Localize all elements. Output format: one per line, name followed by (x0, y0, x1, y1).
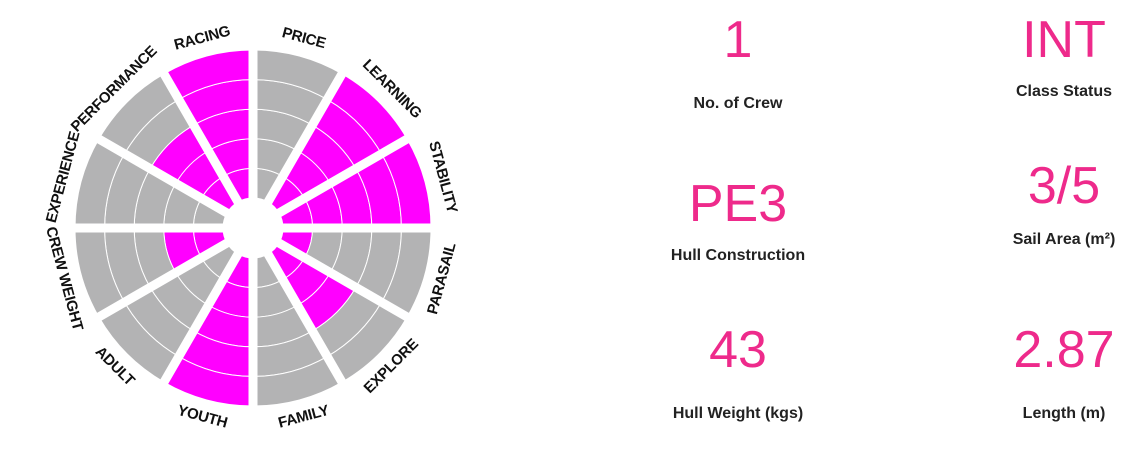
spec-crew-value: 1 (723, 11, 753, 69)
spec-crew: 1 No. of Crew (638, 12, 838, 114)
spec-hull-weight-value: 43 (709, 321, 767, 379)
category-label-racing: RACING (172, 23, 232, 54)
spec-class-status-label: Class Status (1015, 83, 1113, 100)
spec-class-status: INT Class Status (964, 12, 1142, 102)
category-label-price: PRICE (280, 24, 328, 52)
spec-sail-area-label: Sail Area (m²) (1012, 231, 1116, 248)
spec-class-status-value: INT (1022, 11, 1106, 69)
segment-divider (94, 134, 232, 218)
category-label-family: FAMILY (276, 402, 331, 432)
segment-divider (94, 238, 232, 322)
segment-divider (274, 134, 412, 218)
spec-length-label: Length (m) (1022, 405, 1106, 422)
spec-hull-weight-label: Hull Weight (kgs) (672, 405, 804, 422)
spec-length: 2.87 Length (m) (964, 322, 1142, 424)
segment-divider (263, 69, 347, 207)
segment-divider (159, 69, 243, 207)
spec-hull-construction-label: Hull Construction (670, 247, 806, 264)
spec-crew-label: No. of Crew (693, 95, 783, 112)
radial-rating-chart: PRICELEARNINGSTABILITYPARASAILEXPLOREFAM… (42, 23, 461, 432)
category-label-youth: YOUTH (176, 402, 230, 432)
center-hole (223, 198, 283, 258)
spec-hull-construction-value: PE3 (688, 175, 788, 233)
spec-length-value: 2.87 (1013, 321, 1115, 379)
spec-sail-area: 3/5 Sail Area (m²) (964, 158, 1142, 250)
segment-divider (263, 249, 347, 387)
spec-sail-area-value: 3/5 (1027, 157, 1101, 215)
segment-divider (274, 238, 412, 322)
spec-hull-construction: PE3 Hull Construction (638, 176, 838, 266)
category-label-stability: STABILITY (425, 139, 461, 215)
segment-divider (159, 249, 243, 387)
spec-hull-weight: 43 Hull Weight (kgs) (638, 322, 838, 424)
